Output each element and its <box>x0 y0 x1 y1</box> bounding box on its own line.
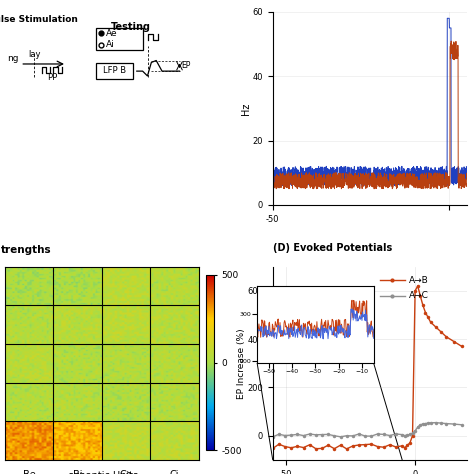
Text: LFP B: LFP B <box>103 66 126 75</box>
Text: A→B: A→B <box>409 276 428 285</box>
FancyBboxPatch shape <box>96 28 143 50</box>
Y-axis label: EP Increase (%): EP Increase (%) <box>237 328 246 399</box>
Text: Testing: Testing <box>111 21 151 31</box>
Text: EP: EP <box>182 61 191 70</box>
Text: -synaptic Units: -synaptic Units <box>65 471 138 474</box>
Text: A→C: A→C <box>409 291 428 300</box>
Text: Ai: Ai <box>106 40 114 49</box>
Y-axis label: Hz: Hz <box>241 102 251 115</box>
Text: trengths: trengths <box>1 245 52 255</box>
Text: lay: lay <box>28 50 41 59</box>
Text: Ae: Ae <box>106 28 118 37</box>
Text: ng: ng <box>7 55 18 64</box>
Text: (D) Evoked Potentials: (D) Evoked Potentials <box>273 243 392 253</box>
FancyBboxPatch shape <box>96 63 133 80</box>
Text: PP: PP <box>47 73 58 82</box>
Text: Paired Pulse Stimulation: Paired Pulse Stimulation <box>0 15 77 24</box>
